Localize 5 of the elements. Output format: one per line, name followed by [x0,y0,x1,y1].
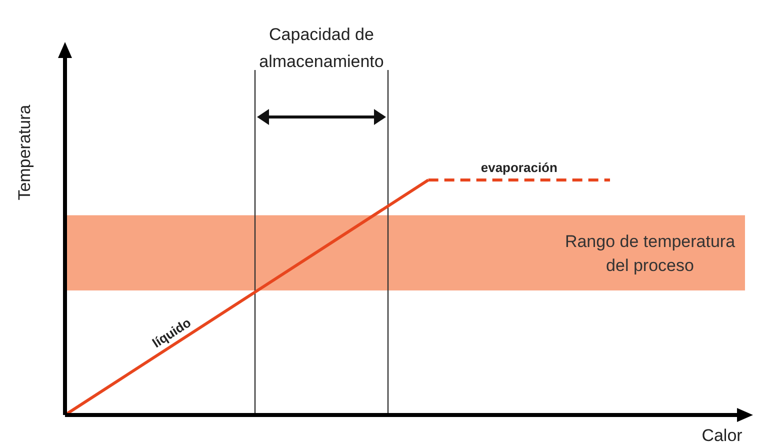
x-axis-title: Calor [702,426,743,445]
series-label: evaporación [480,160,558,175]
band-label: Rango de temperatura del proceso [564,232,736,275]
text: Capacidad de almacenamiento [259,25,384,71]
y-axis-title: Temperatura [15,104,34,200]
